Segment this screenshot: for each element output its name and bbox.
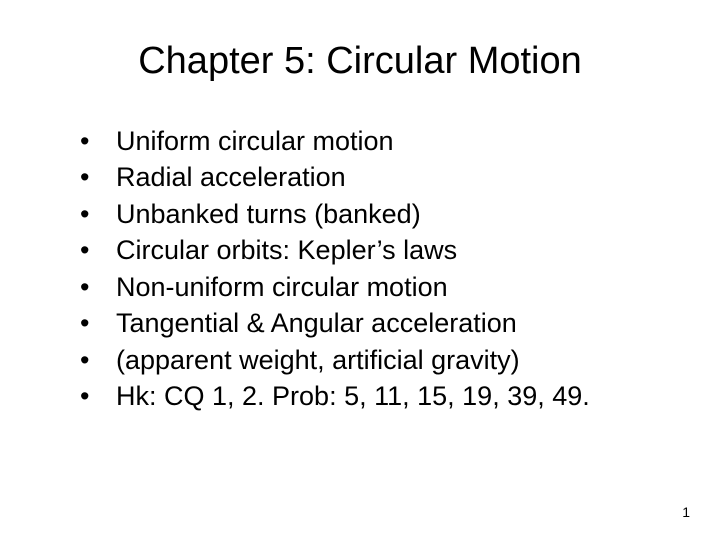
bullet-icon: • xyxy=(80,123,116,159)
bullet-list: • Uniform circular motion • Radial accel… xyxy=(50,123,670,415)
list-item: • Non-uniform circular motion xyxy=(80,269,670,305)
bullet-icon: • xyxy=(80,232,116,268)
list-item-text: Hk: CQ 1, 2. Prob: 5, 11, 15, 19, 39, 49… xyxy=(116,378,590,414)
list-item-text: (apparent weight, artificial gravity) xyxy=(116,342,520,378)
list-item-text: Radial acceleration xyxy=(116,159,346,195)
slide-title: Chapter 5: Circular Motion xyxy=(50,40,670,83)
list-item: • Uniform circular motion xyxy=(80,123,670,159)
list-item: • Hk: CQ 1, 2. Prob: 5, 11, 15, 19, 39, … xyxy=(80,378,670,414)
bullet-icon: • xyxy=(80,159,116,195)
bullet-icon: • xyxy=(80,269,116,305)
bullet-icon: • xyxy=(80,196,116,232)
list-item: • Tangential & Angular acceleration xyxy=(80,305,670,341)
list-item: • Radial acceleration xyxy=(80,159,670,195)
list-item: • (apparent weight, artificial gravity) xyxy=(80,342,670,378)
bullet-icon: • xyxy=(80,342,116,378)
list-item-text: Tangential & Angular acceleration xyxy=(116,305,517,341)
list-item-text: Unbanked turns (banked) xyxy=(116,196,421,232)
list-item-text: Circular orbits: Kepler’s laws xyxy=(116,232,457,268)
list-item-text: Non-uniform circular motion xyxy=(116,269,448,305)
bullet-icon: • xyxy=(80,305,116,341)
bullet-icon: • xyxy=(80,378,116,414)
list-item: • Circular orbits: Kepler’s laws xyxy=(80,232,670,268)
list-item-text: Uniform circular motion xyxy=(116,123,394,159)
list-item: • Unbanked turns (banked) xyxy=(80,196,670,232)
page-number: 1 xyxy=(682,504,690,520)
